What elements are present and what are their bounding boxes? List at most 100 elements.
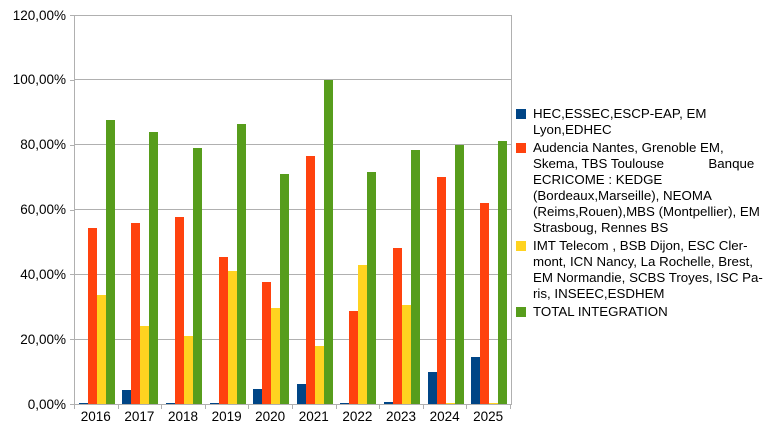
x-tick [510,405,511,409]
bar [358,264,368,404]
bar [175,216,184,404]
legend-marker-icon [516,241,526,251]
bar [454,144,464,404]
legend-item: HEC,ESSEC,ESCP-EAP, EM Lyon,EDHEC [516,106,772,138]
bar [498,141,508,404]
legend-label: TOTAL INTEGRATION [533,304,668,320]
legend-label-line: Strasboug, Rennes BS [533,220,669,235]
bar [305,156,315,404]
legend-label-line: Skema, TBS Toulouse Banque [533,156,755,171]
bar [445,402,455,404]
legend-marker-icon [516,307,526,317]
bar [471,357,481,404]
x-tick-label: 2017 [124,409,155,424]
bar [149,131,159,404]
gridline [75,338,511,340]
bar [323,79,333,404]
bar [166,403,175,404]
y-tick [70,339,74,341]
bar [96,295,106,404]
legend-label-line: TOTAL INTEGRATION [533,304,668,319]
legend-item: IMT Telecom , BSB Dijon, ESC Cler-mont, … [516,238,772,302]
legend-label-line: Lyon,EDHEC [533,122,612,137]
x-tick-label: 2023 [385,409,416,424]
x-tick [161,405,163,409]
x-tick [335,405,337,409]
bar [427,371,437,404]
x-tick-label: 2018 [167,409,198,424]
legend-label-line: ris, INSEEC,ESDHEM [533,286,665,301]
bar [122,390,132,404]
x-tick [74,405,75,409]
y-tick [70,144,74,146]
gridline [75,209,511,210]
bar [253,389,263,404]
legend-label-line: mont, ICN Nancy, La Rochelle, Brest, [533,254,753,269]
y-tick-label: 20,00% [20,331,66,347]
legend-marker-icon [516,143,526,153]
y-tick-label: 60,00% [20,202,66,217]
bar [410,149,420,404]
x-tick-label: 2021 [298,409,329,424]
bar [87,227,97,404]
legend-label: HEC,ESSEC,ESCP-EAP, EM Lyon,EDHEC [533,106,706,138]
x-tick [248,405,250,409]
x-tick-label: 2020 [255,409,286,424]
bar [393,248,402,404]
gridline [75,14,511,16]
bar [489,402,499,404]
gridline [75,144,511,146]
gridline [75,273,511,275]
bar [78,403,88,404]
bar [262,281,272,404]
x-tick [292,405,293,409]
x-tick-label: 2019 [211,409,242,424]
bar [184,335,193,404]
bar [227,271,237,404]
bar [480,203,490,404]
bar [218,256,228,404]
bar [436,177,446,404]
legend-label-line: HEC,ESSEC,ESCP-EAP, EM [533,106,707,121]
bar [349,310,359,404]
x-tick-label: 2022 [342,409,373,424]
x-tick-label: 2016 [80,409,111,424]
bar [131,223,141,404]
bar [402,305,411,404]
legend-item: Audencia Nantes, Grenoble EM, Skema, TBS … [516,140,772,236]
legend-label-line: ECRICOME : KEDGE [533,172,663,187]
x-tick [204,405,206,409]
legend-item: TOTAL INTEGRATION [516,304,772,320]
y-tick-label: 120,00% [12,7,66,23]
legend: HEC,ESSEC,ESCP-EAP, EM Lyon,EDHEC Audencia… [516,106,772,322]
x-tick [466,405,468,409]
legend-marker-icon [516,109,526,119]
bar [340,402,350,404]
y-tick [70,79,74,81]
bar [314,345,324,404]
bar [209,403,219,404]
x-tick-label: 2025 [473,409,504,424]
x-tick [422,405,424,409]
y-tick-label: 0,00% [27,396,66,412]
bar [236,123,246,404]
y-tick [70,209,74,211]
y-tick-label: 40,00% [20,266,66,282]
bar [296,383,306,404]
y-tick-label: 100,00% [12,72,66,88]
bar [192,147,202,404]
x-tick-label: 2024 [429,409,460,424]
gridline [75,79,511,81]
y-tick [70,15,74,16]
legend-label-line: Audencia Nantes, Grenoble EM, [533,140,724,155]
x-tick [379,405,381,409]
bar [271,308,281,404]
bar [280,173,290,404]
legend-label-line: EM Normandie, SCBS Troyes, ISC Pa- [533,270,763,285]
bar [367,172,377,404]
legend-label-line: IMT Telecom , BSB Dijon, ESC Cler- [533,238,748,253]
bar [140,325,150,404]
bar [105,120,115,404]
y-tick [70,274,74,276]
plot-area [74,14,512,405]
